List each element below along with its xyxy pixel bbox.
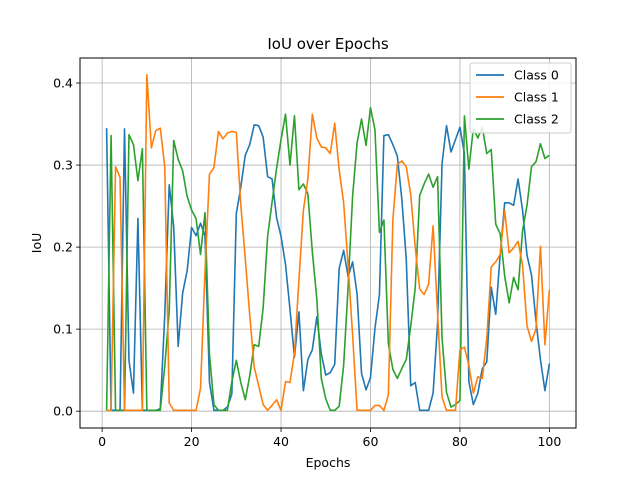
chart-title: IoU over Epochs	[267, 35, 388, 53]
series-line-class-1	[106, 74, 551, 412]
y-tick-label: 0.4	[53, 76, 73, 91]
legend-box	[469, 62, 572, 134]
x-tick-label: 20	[184, 434, 200, 449]
y-tick-label: 0.0	[53, 404, 73, 419]
y-axis: 0.0 0.1 0.2 0.3 0.4	[53, 76, 80, 419]
series-line-class-0	[105, 124, 551, 412]
y-tick-label: 0.2	[53, 240, 73, 255]
legend-label-class-2: Class 2	[514, 112, 559, 127]
x-tick-label: 80	[452, 434, 468, 449]
x-tick-label: 60	[363, 434, 379, 449]
axes-frame	[79, 57, 577, 429]
x-tick-label: 100	[537, 434, 561, 449]
y-tick-label: 0.3	[53, 158, 73, 173]
legend: Class 0 Class 1 Class 2	[469, 62, 572, 134]
x-axis: 0 20 40 60 80 100	[98, 428, 561, 449]
x-tick-label: 0	[98, 434, 106, 449]
legend-label-class-1: Class 1	[514, 90, 559, 105]
y-axis-label: IoU	[29, 233, 44, 253]
x-axis-label: Epochs	[306, 455, 351, 470]
x-tick-label: 40	[273, 434, 289, 449]
y-tick-label: 0.1	[53, 322, 73, 337]
legend-label-class-0: Class 0	[514, 68, 559, 83]
